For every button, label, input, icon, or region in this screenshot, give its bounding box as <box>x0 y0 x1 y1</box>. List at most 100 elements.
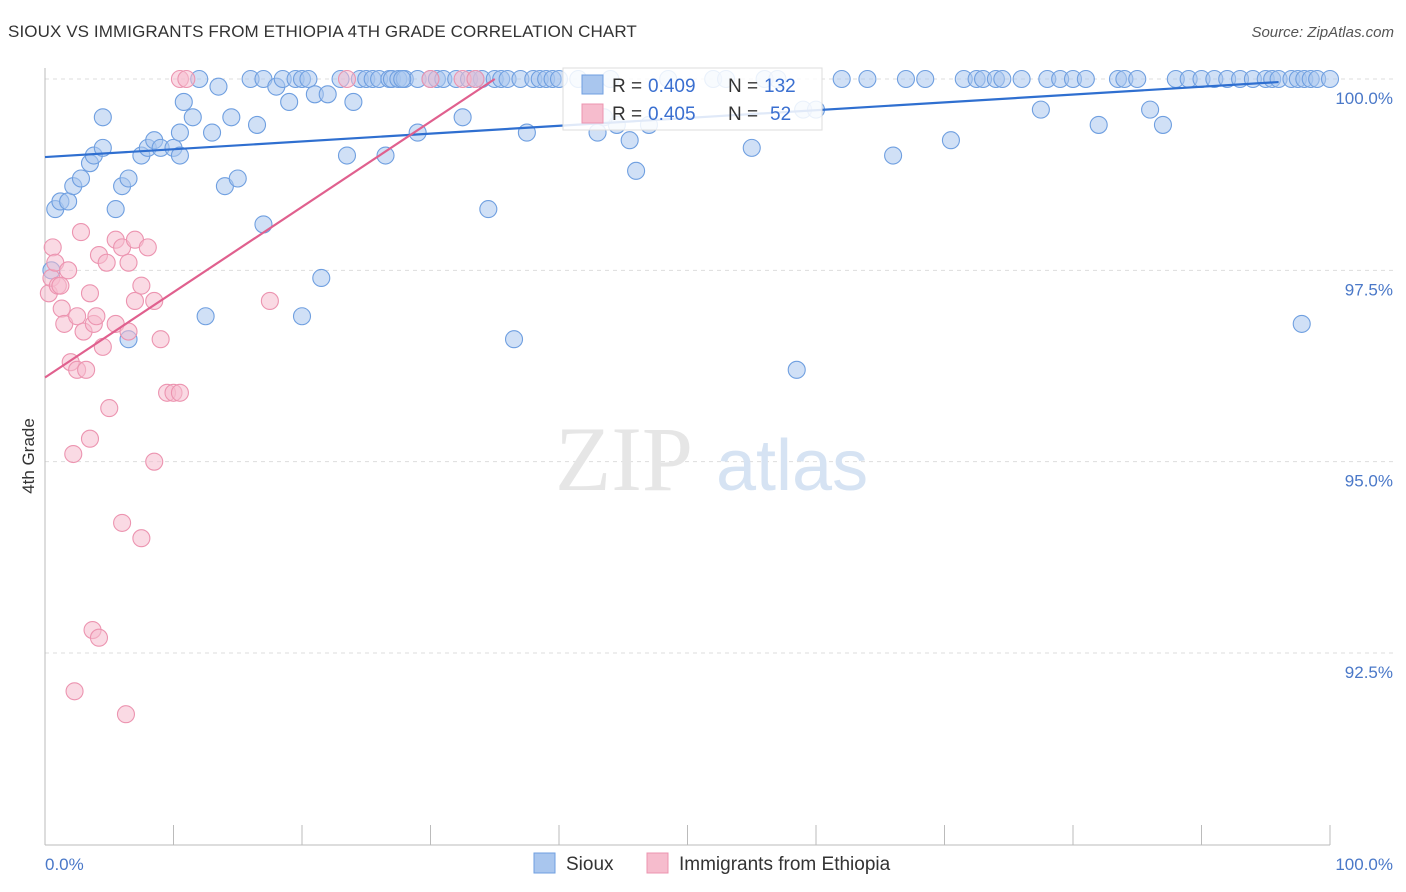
y-tick-label: 100.0% <box>1335 89 1393 108</box>
legend-n-value-ethiopia: 52 <box>770 104 791 125</box>
ethiopia-point <box>68 307 87 326</box>
sioux-point <box>337 146 357 165</box>
ethiopia-point <box>80 429 100 448</box>
ethiopia-point <box>43 238 62 257</box>
axes <box>44 68 1331 846</box>
sioux-point <box>312 268 331 288</box>
sioux-point <box>1292 314 1311 333</box>
sioux-point <box>832 69 851 89</box>
legend-r-value-ethiopia: 0.405 <box>648 104 696 125</box>
sioux-point <box>254 215 273 234</box>
ethiopia-point <box>65 682 84 701</box>
sioux-point <box>318 85 337 104</box>
sioux-point <box>858 69 877 89</box>
legend-r-label-ethiopia: R = <box>612 104 642 125</box>
series-ethiopia-points <box>39 69 485 724</box>
legend-n-value-sioux: 132 <box>764 76 796 97</box>
sioux-point <box>292 307 312 326</box>
sioux-point <box>1320 69 1340 89</box>
ethiopia-point <box>52 299 71 318</box>
stats-legend-box <box>562 67 823 131</box>
y-tick-label: 92.5% <box>1345 663 1393 682</box>
ethiopia-point <box>89 628 109 647</box>
trend-line-ethiopia <box>44 78 496 379</box>
ethiopia-point <box>51 276 70 295</box>
stats-legend: R = 0.409 N = 132 R = 0.405 N = 52 <box>562 67 823 131</box>
sioux-point <box>941 131 960 150</box>
y-tick-labels: 100.0% 97.5% 95.0% 92.5% <box>1335 89 1393 682</box>
ethiopia-point <box>113 513 132 532</box>
sioux-point <box>1012 69 1031 89</box>
sioux-point <box>916 69 935 89</box>
ethiopia-point <box>59 261 78 280</box>
watermark-zip: ZIP <box>555 408 693 510</box>
ethiopia-point <box>119 253 138 272</box>
ethiopia-point <box>145 291 164 310</box>
legend-n-label-ethiopia: N = <box>728 104 758 125</box>
sioux-point <box>222 108 241 127</box>
y-tick-label: 95.0% <box>1345 472 1393 491</box>
ethiopia-point <box>100 399 119 418</box>
sioux-point <box>170 123 189 142</box>
sioux-point <box>1128 69 1147 89</box>
sioux-point <box>627 161 646 180</box>
ethiopia-point <box>93 337 112 356</box>
sioux-point <box>1089 115 1108 134</box>
sioux-point <box>453 108 472 127</box>
ethiopia-point <box>80 284 100 303</box>
sioux-point <box>479 200 498 219</box>
x-tick-label-max: 100.0% <box>1335 855 1393 874</box>
ethiopia-point <box>170 383 189 402</box>
sioux-point <box>106 200 125 219</box>
ethiopia-point <box>132 276 151 295</box>
sioux-point <box>183 108 202 127</box>
sioux-point <box>1031 100 1050 119</box>
source-label: Source: ZipAtlas.com <box>1251 24 1394 41</box>
series-legend-label-ethiopia: Immigrants from Ethiopia <box>679 854 891 875</box>
sioux-point <box>299 69 318 89</box>
ethiopia-point <box>260 291 279 310</box>
ethiopia-point <box>177 69 196 89</box>
legend-swatch-ethiopia <box>581 103 604 124</box>
sioux-point <box>93 108 112 127</box>
ethiopia-point <box>151 330 170 349</box>
ethiopia-point <box>64 444 83 464</box>
sioux-point <box>196 307 215 326</box>
x-tick-labels: 0.0% 100.0% <box>45 855 1393 874</box>
sioux-point <box>620 131 639 150</box>
sioux-point <box>504 330 524 349</box>
ethiopia-point <box>116 705 136 724</box>
series-legend: Sioux Immigrants from Ethiopia <box>533 852 891 875</box>
sioux-point <box>993 69 1012 89</box>
legend-swatch-sioux <box>581 74 604 95</box>
sioux-point <box>203 123 222 142</box>
ethiopia-point <box>145 452 164 471</box>
y-tick-label: 97.5% <box>1345 280 1393 299</box>
sioux-point <box>1141 100 1160 119</box>
sioux-point <box>393 69 412 89</box>
ethiopia-point <box>421 69 440 89</box>
ethiopia-point <box>87 307 106 326</box>
series-legend-swatch-ethiopia <box>646 852 669 874</box>
ethiopia-point <box>337 69 357 89</box>
x-tick-label-min: 0.0% <box>45 855 84 874</box>
series-legend-swatch-sioux <box>533 852 556 874</box>
legend-n-label-sioux: N = <box>728 76 758 97</box>
ethiopia-point <box>138 238 157 257</box>
sioux-point <box>742 138 761 157</box>
sioux-point <box>787 360 806 379</box>
legend-r-label-sioux: R = <box>612 76 642 97</box>
sioux-point <box>1076 69 1095 89</box>
sioux-point <box>174 92 193 112</box>
sioux-point <box>59 192 78 211</box>
watermark-atlas: atlas <box>716 426 868 506</box>
sioux-point <box>280 92 299 112</box>
sioux-point <box>376 146 395 165</box>
sioux-point <box>247 115 267 134</box>
sioux-point <box>228 169 247 188</box>
sioux-point <box>1153 115 1172 134</box>
legend-r-value-sioux: 0.409 <box>648 76 696 97</box>
ethiopia-point <box>77 360 96 379</box>
chart-title: SIOUX VS IMMIGRANTS FROM ETHIOPIA 4TH GR… <box>8 22 637 41</box>
